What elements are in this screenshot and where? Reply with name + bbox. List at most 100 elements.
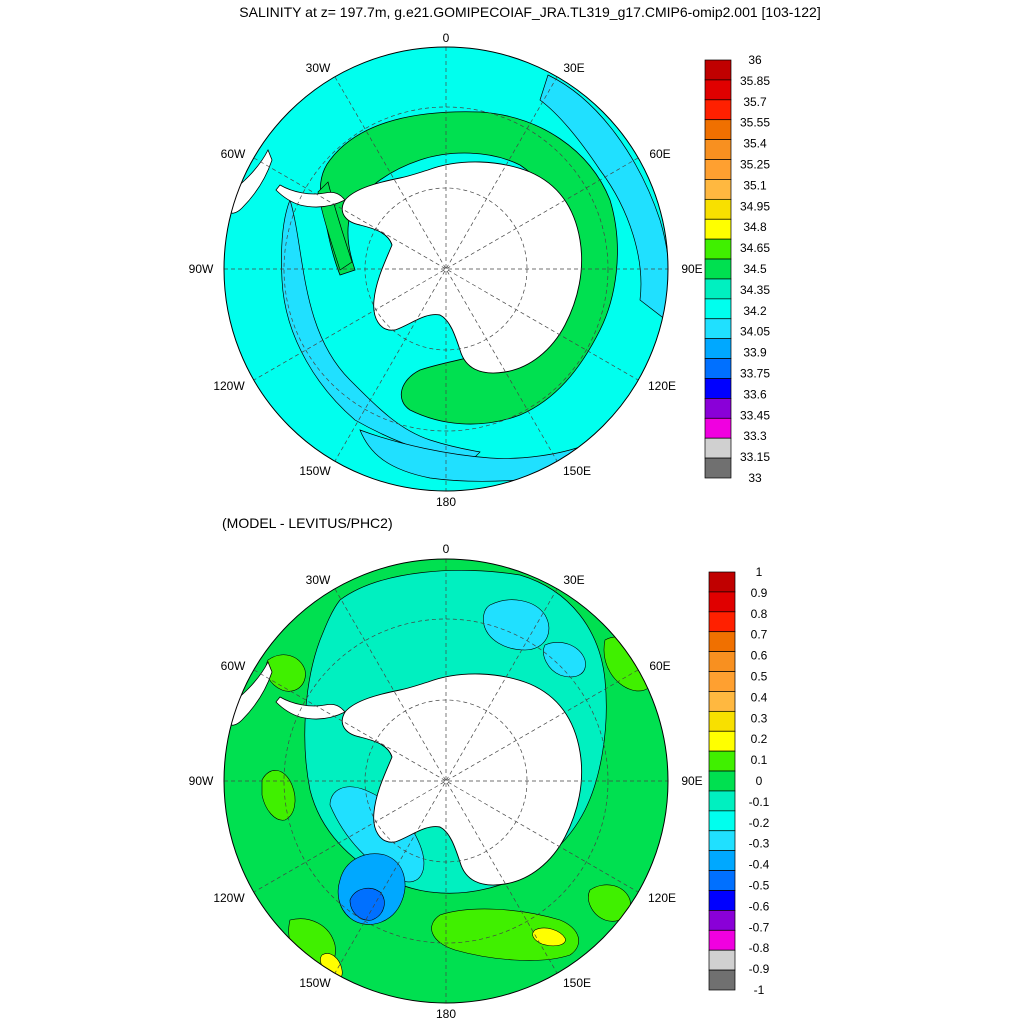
colorbar-tick-label: -0.3 [749,837,770,851]
lon-label-30w: 30W [306,573,331,587]
colorbar-swatch [704,59,732,81]
lon-label-0: 0 [443,542,450,556]
colorbar-swatch [708,631,736,652]
lon-label-90e: 90E [681,774,702,788]
colorbar-tick-label: 33.6 [743,387,767,401]
colorbar-tick-label: -0.5 [749,879,770,893]
colorbar-tick-label: 34.8 [743,220,767,234]
east-negative-patch [483,599,550,651]
colorbar-swatch [704,218,732,240]
colorbar-tick-label: -0.7 [749,920,770,934]
colorbar-tick-label: 0.5 [751,670,768,684]
colorbar-swatch [704,258,732,280]
yellow-anomaly-1 [532,927,566,947]
colorbar-swatch [704,457,732,479]
colorbar-swatch [708,730,736,752]
colorbar-swatch [708,611,736,633]
colorbar-swatch [708,910,736,931]
map-boundary [223,558,669,1004]
lon-label-180: 180 [436,1007,456,1021]
colorbar-tick-label: 33.45 [740,408,770,422]
longitude-labels: 0 30E 60E 90E 120E 150E 180 150W 120W 90… [189,31,703,509]
lon-label-120w: 120W [213,379,245,393]
lon-label-30e: 30E [563,61,584,75]
antarctic-peninsula [275,184,346,208]
colorbar-swatch [708,830,736,852]
colorbar-swatch [708,651,736,672]
colorbar-swatch [708,969,736,991]
negative-anomaly-core-2 [349,887,385,921]
east-negative-patch-2 [543,641,586,678]
colorbar-swatch [708,929,736,951]
colorbar-swatch [704,338,732,359]
colorbar-swatch [704,318,732,340]
colorbar-tick-label: 0.3 [751,711,768,725]
colorbar-swatch [708,770,736,792]
lon-label-30w: 30W [306,61,331,75]
colorbar-tick-label: 35.25 [740,158,770,172]
colorbar-tick-label: 34.05 [740,325,770,339]
colorbar-swatch [704,437,732,459]
colorbar-tick-label: 0.8 [751,607,768,621]
difference-panel-title: (MODEL - LEVITUS/PHC2) [222,515,393,531]
colorbar-tick-label: 35.85 [740,74,770,88]
lon-label-120e: 120E [648,891,676,905]
lon-label-180: 180 [436,495,456,509]
colorbar-tick-label: 34.95 [740,199,770,213]
colorbar-swatch [704,278,732,300]
colorbar-swatch [708,790,736,812]
difference-map-panel: 0 30E 60E 90E 120E 150E 180 150W 120W 90… [189,542,770,1021]
lon-label-0: 0 [443,31,450,45]
positive-patch-west [261,770,296,821]
graticule [224,47,668,491]
colorbar-tick-label: 34.35 [740,283,770,297]
colorbar-swatch [708,750,736,772]
colorbar-tick-label: 0.1 [751,753,768,767]
colorbar-swatch [704,119,732,140]
colorbar-swatch [708,591,736,613]
colorbar-tick-label: 33.9 [743,346,767,360]
colorbar-swatch [704,238,732,260]
colorbar-swatch [704,79,732,101]
colorbar-tick-label: 35.1 [743,178,767,192]
graticule [224,559,668,1003]
difference-colorbar: 1 0.9 0.8 0.7 0.6 0.5 0.4 0.3 0.2 0.1 0 -0.1 -0.2 -0.… [708,565,770,997]
colorbar-swatch [704,139,732,160]
colorbar-tick-label: 35.4 [743,137,767,151]
lon-label-90e: 90E [681,262,702,276]
lon-label-60e: 60E [649,659,670,673]
colorbar-swatch [704,398,732,419]
colorbar-swatch [704,298,732,320]
colorbar-swatch [708,710,736,732]
colorbar-tick-label: 33.15 [740,450,770,464]
lon-label-120w: 120W [213,891,245,905]
lon-label-60w: 60W [221,147,246,161]
colorbar-tick-label: 0.4 [751,690,768,704]
colorbar-tick-label: 0.7 [751,628,768,642]
colorbar-tick-label: -1 [754,983,765,997]
colorbar-tick-label: -0.6 [749,899,770,913]
lon-label-60e: 60E [649,147,670,161]
colorbar-swatch [704,99,732,121]
lon-label-90w: 90W [189,262,214,276]
colorbar-swatch [708,949,736,971]
colorbar-tick-label: -0.4 [749,858,770,872]
lon-label-150e: 150E [563,976,591,990]
colorbar-tick-label: 1 [756,565,763,579]
colorbar-swatch [704,179,732,200]
colorbar-swatch [708,810,736,832]
colorbar-swatch [704,198,732,220]
figure-title: SALINITY at z= 197.7m, g.e21.GOMIPECOIAF… [239,4,820,20]
lon-label-120e: 120E [648,379,676,393]
colorbar-tick-label: 33 [748,471,762,485]
colorbar-swatch [708,571,736,593]
colorbar-swatch [704,358,732,379]
colorbar-swatch [708,850,736,871]
colorbar-tick-label: 33.3 [743,429,767,443]
colorbar-tick-label: 34.65 [740,241,770,255]
colorbar-tick-label: -0.8 [749,941,770,955]
colorbar-tick-label: 0.2 [751,732,768,746]
colorbar-tick-label: -0.2 [749,816,770,830]
colorbar-swatch [708,870,736,891]
